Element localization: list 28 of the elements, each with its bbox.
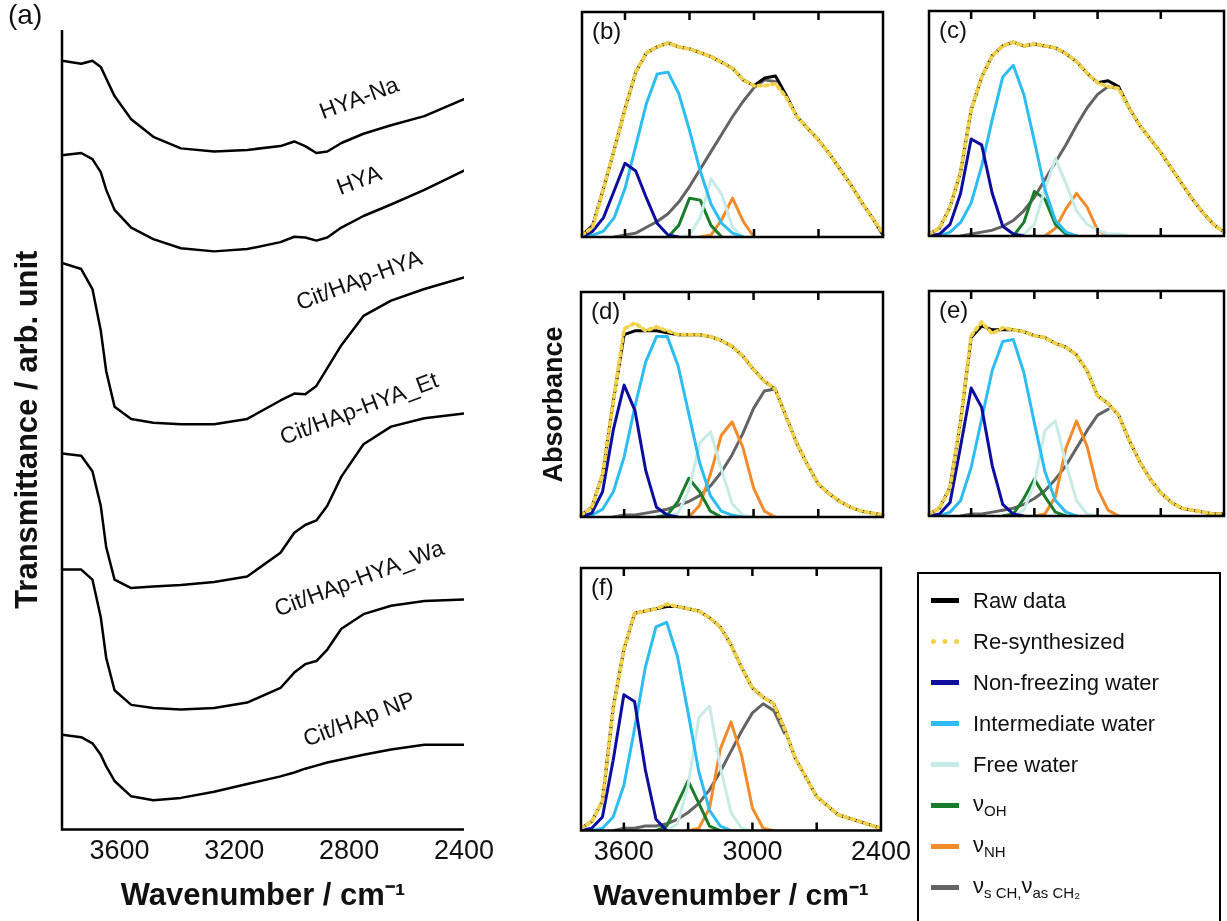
chart-title: (c) (939, 15, 967, 43)
x-tick-label: 3600 (89, 835, 150, 866)
legend-label: Free water (973, 751, 1079, 778)
legend-label: ν$_{NH}$ (973, 832, 1006, 861)
x-tick-label: 3600 (593, 836, 654, 867)
x-tick-label: 3200 (204, 835, 265, 866)
chart-title: (d) (591, 296, 621, 324)
y-axis-title: Transmittance / arb. unit (8, 250, 44, 609)
x-tick-label: 2400 (433, 835, 495, 866)
legend-label: ν$_{OH}$ (973, 791, 1007, 820)
text: HYA-Na (315, 70, 403, 125)
y-axis-title: Absorbance (538, 326, 569, 483)
text: HYA (332, 159, 386, 200)
x-tick-label: 3000 (722, 836, 783, 867)
chart-title: (f) (591, 572, 614, 600)
chart-title: (b) (592, 16, 622, 44)
legend-label: Intermediate water (973, 710, 1156, 737)
text: Cit/HAp NP (299, 685, 419, 752)
x-axis-title: Wavenumber / cm⁻¹ (593, 878, 869, 912)
legend-label: Non-freezing water (973, 669, 1159, 696)
x-axis-title: Wavenumber / cm⁻¹ (120, 876, 406, 912)
x-tick-label: 2800 (319, 835, 380, 866)
legend-label: Raw data (973, 587, 1066, 614)
legend-label: ν$_{s CH,}$ν$_{as CH₂}$ (973, 873, 1080, 902)
chart-title: (e) (939, 295, 969, 323)
x-tick-label: 2400 (850, 836, 912, 867)
legend-label: Re-synthesized (973, 628, 1125, 655)
chart-title: (a) (8, 0, 43, 30)
